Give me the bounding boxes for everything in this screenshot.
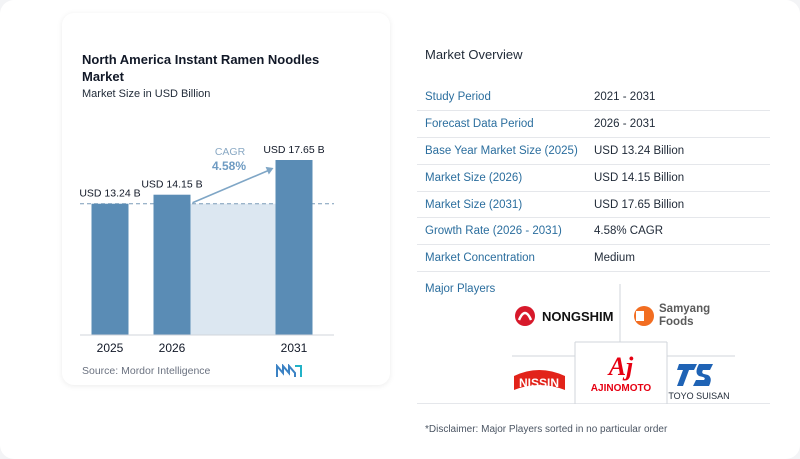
toyo-suisan-logo: TOYO SUISAN xyxy=(668,364,730,401)
overview-value: 4.58% CAGR xyxy=(594,225,664,238)
overview-label: Market Size (2026) xyxy=(425,171,523,184)
overview-label: Forecast Data Period xyxy=(425,117,534,130)
nissin-logo-text: NISSIN xyxy=(519,376,559,390)
overview-label: Growth Rate (2026 - 2031) xyxy=(425,225,562,238)
overview-label: Market Size (2031) xyxy=(425,198,523,211)
overview-value: USD 14.15 Billion xyxy=(594,171,685,184)
cagr-arrow xyxy=(192,169,270,204)
bar-value-label: USD 17.65 B xyxy=(263,144,324,156)
overview-label: Market Concentration xyxy=(425,252,535,265)
bar-2031 xyxy=(275,160,313,335)
toyo-suisan-logo-text: TOYO SUISAN xyxy=(668,391,729,401)
toyo-suisan-logo-icon xyxy=(677,364,697,386)
cagr-label: CAGR xyxy=(215,146,246,158)
nongshim-logo-icon xyxy=(515,306,535,326)
bar-2026 xyxy=(153,194,191,335)
major-players-box: Major Players NONGSHIM Samyang Foods xyxy=(417,276,770,404)
disclaimer: *Disclaimer: Major Players sorted in no … xyxy=(425,424,668,435)
ajinomoto-logo-icon: Aj xyxy=(607,352,634,381)
chart-card: North America Instant Ramen Noodles Mark… xyxy=(62,13,390,385)
overview-row: Growth Rate (2026 - 2031) 4.58% CAGR xyxy=(417,218,770,246)
x-tick-label: 2031 xyxy=(281,341,308,355)
overview-table: Study Period 2021 - 2031 Forecast Data P… xyxy=(417,84,770,273)
overview-label: Base Year Market Size (2025) xyxy=(425,144,578,157)
samyang-logo-text-2: Foods xyxy=(659,316,694,328)
growth-area xyxy=(190,203,276,335)
source-note: Source: Mordor Intelligence xyxy=(82,365,211,377)
players-logo-grid: NONGSHIM Samyang Foods NISSIN Aj AJINOMO… xyxy=(512,284,735,404)
overview-row: Study Period 2021 - 2031 xyxy=(417,84,770,111)
samyang-logo-text-1: Samyang xyxy=(659,303,710,315)
nongshim-logo-text: NONGSHIM xyxy=(542,309,614,324)
overview-row: Market Size (2026) USD 14.15 Billion xyxy=(417,165,770,192)
overview-label: Study Period xyxy=(425,90,491,103)
x-tick-label: 2025 xyxy=(97,341,124,355)
cagr-arrowhead xyxy=(265,166,274,175)
chart-subtitle: Market Size in USD Billion xyxy=(82,88,211,100)
bar-value-label: USD 13.24 B xyxy=(79,188,140,200)
overview-row: Forecast Data Period 2026 - 2031 xyxy=(417,111,770,138)
overview-row: Market Concentration Medium xyxy=(417,245,770,273)
overview-value: USD 17.65 Billion xyxy=(594,198,685,211)
ajinomoto-logo-text: AJINOMOTO xyxy=(591,383,652,394)
samyang-logo: Samyang Foods xyxy=(634,303,710,328)
mordor-logo-icon xyxy=(276,364,302,377)
nongshim-logo: NONGSHIM xyxy=(515,306,614,326)
chart-title: North America Instant Ramen Noodles Mark… xyxy=(82,52,320,84)
cagr-value: 4.58% xyxy=(212,159,246,173)
players-title: Major Players xyxy=(425,283,496,295)
nissin-logo: NISSIN xyxy=(514,370,565,390)
ajinomoto-logo: Aj AJINOMOTO xyxy=(591,352,652,394)
overview-value: Medium xyxy=(594,252,635,265)
x-tick-label: 2026 xyxy=(159,341,186,355)
overview-title: Market Overview xyxy=(425,47,523,62)
overview-value: 2021 - 2031 xyxy=(594,90,656,103)
overview-row: Market Size (2031) USD 17.65 Billion xyxy=(417,192,770,219)
overview-value: 2026 - 2031 xyxy=(594,117,656,130)
overview-row: Base Year Market Size (2025) USD 13.24 B… xyxy=(417,138,770,165)
bar-2025 xyxy=(91,203,129,335)
overview-value: USD 13.24 Billion xyxy=(594,144,685,157)
bar-value-label: USD 14.15 B xyxy=(141,179,202,191)
